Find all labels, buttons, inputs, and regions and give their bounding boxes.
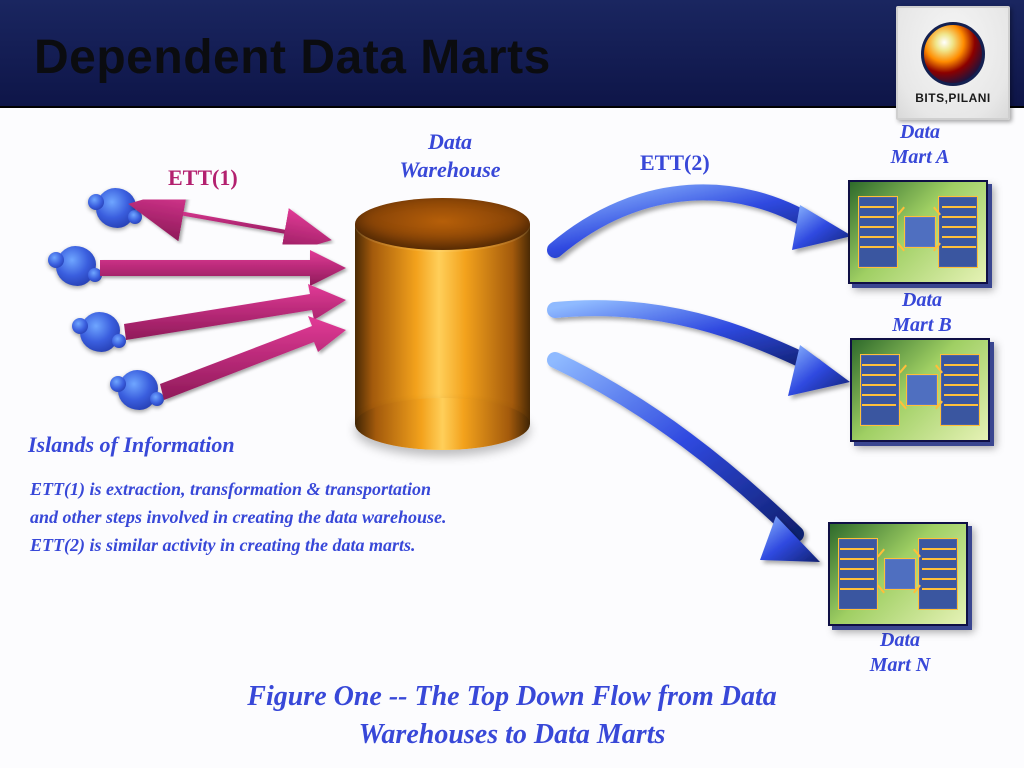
cylinder-top: [355, 198, 530, 250]
cylinder-bottom: [355, 398, 530, 450]
logo-card: BITS,PILANI: [896, 6, 1010, 120]
explanatory-paragraph: ETT(1) is extraction, transformation & t…: [30, 476, 450, 560]
ett1-definition: ETT(1) is extraction, transformation & t…: [30, 479, 447, 527]
label-mart-b-l1: Data: [902, 289, 942, 311]
label-mart-n: Data Mart N: [850, 628, 950, 678]
data-warehouse-cylinder: [355, 198, 530, 446]
data-mart-n-card: [828, 522, 968, 626]
label-islands: Islands of Information: [28, 432, 235, 458]
slide-stage: Dependent Data Marts BITS,PILANI ETT(1) …: [0, 0, 1024, 768]
logo-text: BITS,PILANI: [915, 92, 991, 104]
label-data-warehouse-l1: Data: [428, 129, 472, 154]
label-mart-b: Data Mart B: [872, 288, 972, 338]
label-mart-n-l2: Mart N: [870, 654, 931, 676]
bits-logo-icon: [921, 22, 985, 86]
label-data-warehouse-l2: Warehouse: [399, 157, 500, 182]
island-blob-3: [80, 312, 120, 352]
header-bar: Dependent Data Marts BITS,PILANI: [0, 0, 1024, 106]
label-mart-n-l1: Data: [880, 629, 920, 651]
label-mart-b-l2: Mart B: [892, 314, 951, 336]
island-blob-2: [56, 246, 96, 286]
ett2-definition: ETT(2) is similar activity in creating t…: [30, 535, 416, 555]
label-ett1: ETT(1): [168, 165, 238, 191]
label-mart-a: Data Mart A: [870, 120, 970, 170]
figure-caption-l2: Warehouses to Data Marts: [359, 719, 666, 750]
label-data-warehouse: Data Warehouse: [380, 128, 520, 183]
figure-caption-l1: Figure One -- The Top Down Flow from Dat…: [247, 681, 776, 712]
island-blob-4: [118, 370, 158, 410]
figure-caption: Figure One -- The Top Down Flow from Dat…: [0, 678, 1024, 754]
label-ett2: ETT(2): [640, 150, 710, 176]
page-title: Dependent Data Marts: [34, 30, 551, 85]
data-mart-b-card: [850, 338, 990, 442]
label-mart-a-l1: Data: [900, 121, 940, 143]
data-mart-a-card: [848, 180, 988, 284]
cylinder-body: [355, 224, 530, 424]
label-mart-a-l2: Mart A: [891, 146, 950, 168]
island-blob-1: [96, 188, 136, 228]
